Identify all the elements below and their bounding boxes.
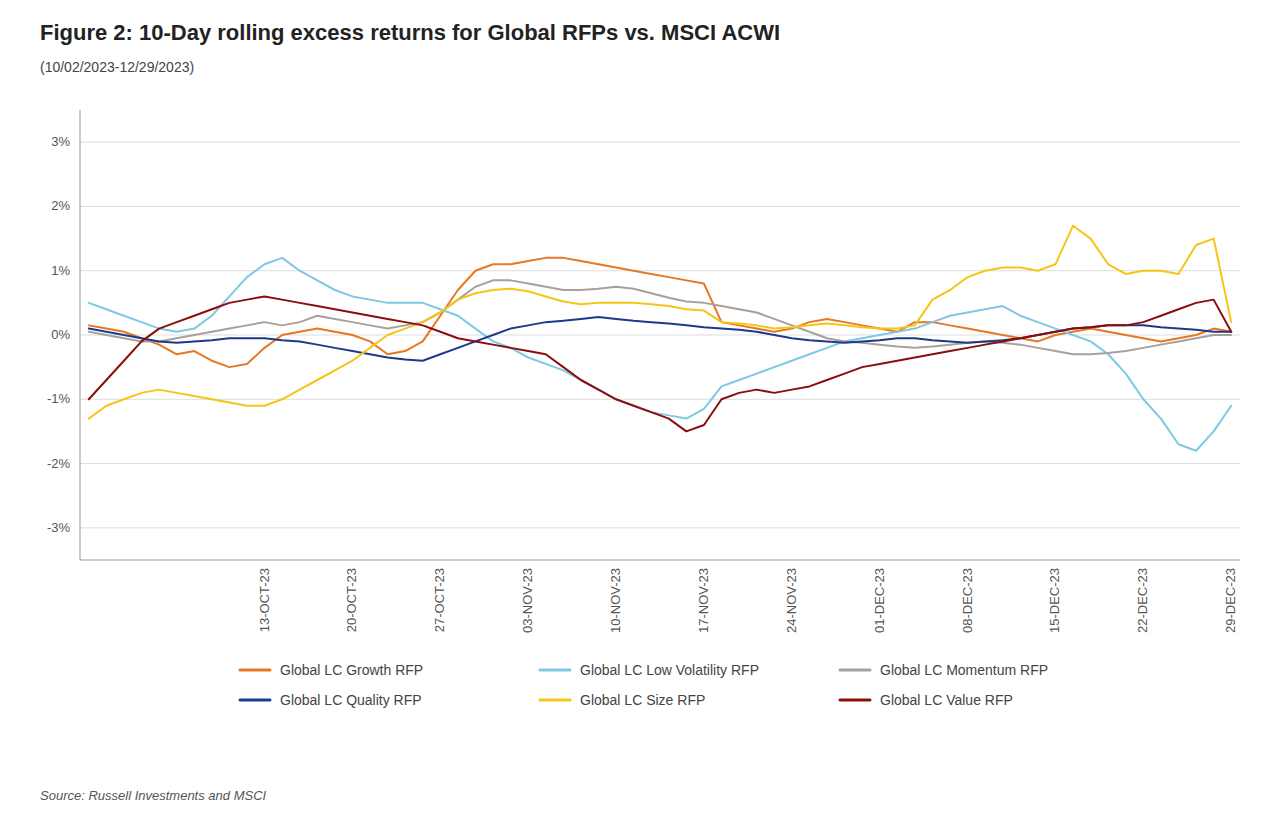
legend: Global LC Growth RFP Global LC Low Volati…: [240, 662, 1048, 708]
legend-label: Global LC Momentum RFP: [880, 662, 1048, 678]
series-line: [89, 280, 1231, 354]
x-tick-label: 20-OCT-23: [344, 568, 359, 632]
series-line: [89, 258, 1231, 451]
y-tick-label: 0%: [51, 327, 70, 342]
x-tick-label: 08-DEC-23: [960, 568, 975, 633]
grid-line: [80, 399, 1240, 400]
x-tick-label: 29-DEC-23: [1223, 568, 1238, 633]
y-axis-line: [80, 110, 81, 560]
x-axis-line: [80, 560, 1240, 561]
title: Figure 2: 10-Day rolling excess returns …: [40, 20, 780, 45]
grid-line: [80, 142, 1240, 143]
grid-line: [80, 206, 1240, 207]
x-tick-label: 22-DEC-23: [1135, 568, 1150, 633]
legend-label: Global LC Quality RFP: [280, 692, 422, 708]
series-line: [89, 258, 1231, 367]
x-tick-label: 15-DEC-23: [1047, 568, 1062, 633]
grid-line: [80, 463, 1240, 464]
legend-swatch: [240, 669, 270, 672]
subtitle: (10/02/2023-12/29/2023): [40, 59, 194, 75]
y-tick-label: 2%: [51, 198, 70, 213]
legend-swatch: [840, 669, 870, 672]
chart: Figure 2: 10-Day rolling excess returns …: [0, 0, 1280, 824]
y-tick-label: -1%: [47, 391, 71, 406]
y-tick-label: -3%: [47, 520, 71, 535]
x-tick-label: 17-NOV-23: [696, 568, 711, 633]
series-line: [89, 226, 1231, 419]
grid-line: [80, 527, 1240, 528]
lines: [89, 226, 1231, 451]
legend-label: Global LC Size RFP: [580, 692, 705, 708]
grid-line: [80, 335, 1240, 336]
legend-swatch: [540, 669, 570, 672]
x-tick-label: 03-NOV-23: [520, 568, 535, 633]
y-tick-label: -2%: [47, 456, 71, 471]
x-tick-label: 01-DEC-23: [872, 568, 887, 633]
legend-swatch: [540, 699, 570, 702]
legend-swatch: [240, 699, 270, 702]
legend-label: Global LC Growth RFP: [280, 662, 423, 678]
series-line: [89, 317, 1231, 361]
x-tick-label: 27-OCT-23: [432, 568, 447, 632]
source: Source: Russell Investments and MSCI: [40, 788, 267, 803]
x-tick-label: 13-OCT-23: [257, 568, 272, 632]
legend-label: Global LC Value RFP: [880, 692, 1013, 708]
y-tick-label: 3%: [51, 134, 70, 149]
legend-label: Global LC Low Volatility RFP: [580, 662, 759, 678]
series-line: [89, 296, 1231, 431]
legend-swatch: [840, 699, 870, 702]
grid: [80, 142, 1240, 528]
y-tick-label: 1%: [51, 263, 70, 278]
x-tick-label: 24-NOV-23: [784, 568, 799, 633]
x-tick-label: 10-NOV-23: [608, 568, 623, 633]
